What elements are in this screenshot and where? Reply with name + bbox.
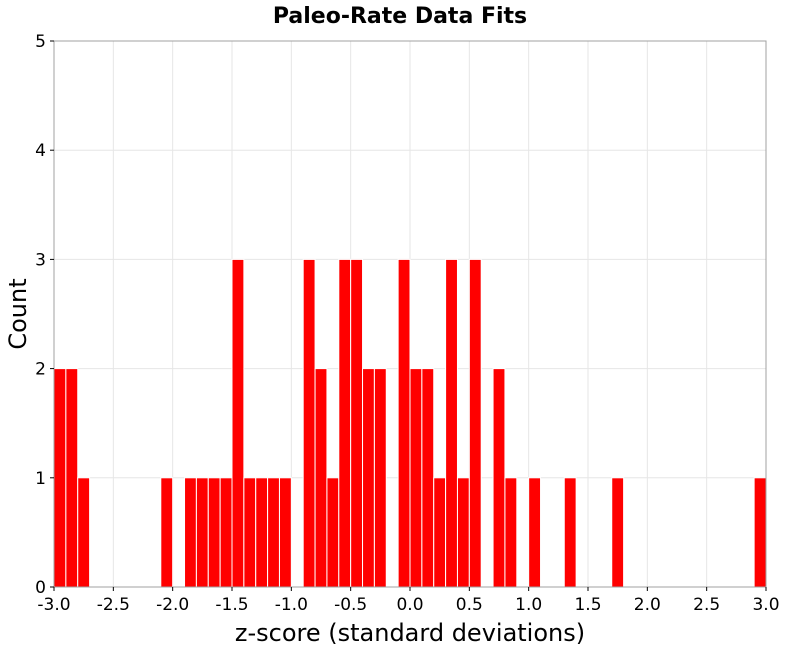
x-tick-label: -0.5 xyxy=(334,595,367,615)
x-tick-label: -1.5 xyxy=(215,595,248,615)
y-axis-label: Count xyxy=(4,278,32,349)
x-tick-label: 0.5 xyxy=(456,595,483,615)
x-axis-label: z-score (standard deviations) xyxy=(235,619,585,647)
histogram-bar xyxy=(278,477,292,588)
y-tick-label: 5 xyxy=(35,32,46,52)
histogram-bar xyxy=(468,258,482,588)
histogram-bar xyxy=(207,477,221,588)
histogram-bar xyxy=(362,368,375,588)
histogram-bar xyxy=(77,477,91,588)
histogram-bar xyxy=(421,368,435,588)
histogram-bar xyxy=(184,477,197,588)
x-tick-label: 1.5 xyxy=(574,595,601,615)
histogram-bar xyxy=(65,368,79,588)
x-tick-label: -2.0 xyxy=(156,595,189,615)
histogram-bar xyxy=(504,477,518,588)
histogram-bar xyxy=(373,368,387,588)
histogram-bar xyxy=(492,368,506,588)
histogram-bar xyxy=(231,258,245,588)
histogram-bar xyxy=(302,258,316,588)
histogram-bar xyxy=(397,258,411,588)
histogram-bar xyxy=(611,477,625,588)
y-axis-ticks: 0 1 2 3 4 5 xyxy=(35,32,54,598)
histogram-bar xyxy=(243,477,257,588)
y-tick-label: 3 xyxy=(35,250,46,270)
histogram-bar xyxy=(350,258,364,588)
histogram-bar xyxy=(326,477,340,588)
histogram-bar xyxy=(53,368,67,588)
x-tick-label: -2.5 xyxy=(97,595,130,615)
x-tick-label: 2.5 xyxy=(693,595,720,615)
x-axis-ticks: -3.0 -2.5 -2.0 -1.5 -1.0 -0.5 0.0 0.5 1.0 1.5 2.0 2… xyxy=(37,587,780,615)
histogram-bar xyxy=(255,477,269,588)
x-tick-label: -3.0 xyxy=(37,595,70,615)
histogram-bar xyxy=(314,368,328,588)
histogram-bars xyxy=(53,258,767,588)
histogram-bar xyxy=(456,477,470,588)
histogram-bar xyxy=(433,477,447,588)
chart-title: Paleo-Rate Data Fits xyxy=(273,4,527,29)
x-tick-label: -1.0 xyxy=(275,595,308,615)
y-tick-label: 0 xyxy=(35,578,46,598)
y-tick-label: 4 xyxy=(35,141,46,161)
histogram-bar xyxy=(160,477,174,588)
y-tick-label: 1 xyxy=(35,469,46,489)
x-tick-label: 1.0 xyxy=(515,595,542,615)
x-tick-label: 2.0 xyxy=(634,595,661,615)
histogram-bar xyxy=(528,477,542,588)
histogram-bar xyxy=(338,258,352,588)
histogram-bar xyxy=(267,477,280,588)
x-tick-label: 3.0 xyxy=(752,595,779,615)
histogram-bar xyxy=(563,477,577,588)
histogram-bar xyxy=(195,477,209,588)
x-tick-label: 0.0 xyxy=(396,595,423,615)
y-tick-label: 2 xyxy=(35,360,46,380)
histogram-bar xyxy=(445,258,458,588)
histogram-bar xyxy=(409,368,423,588)
histogram-bar xyxy=(753,477,767,588)
histogram-bar xyxy=(219,477,233,588)
